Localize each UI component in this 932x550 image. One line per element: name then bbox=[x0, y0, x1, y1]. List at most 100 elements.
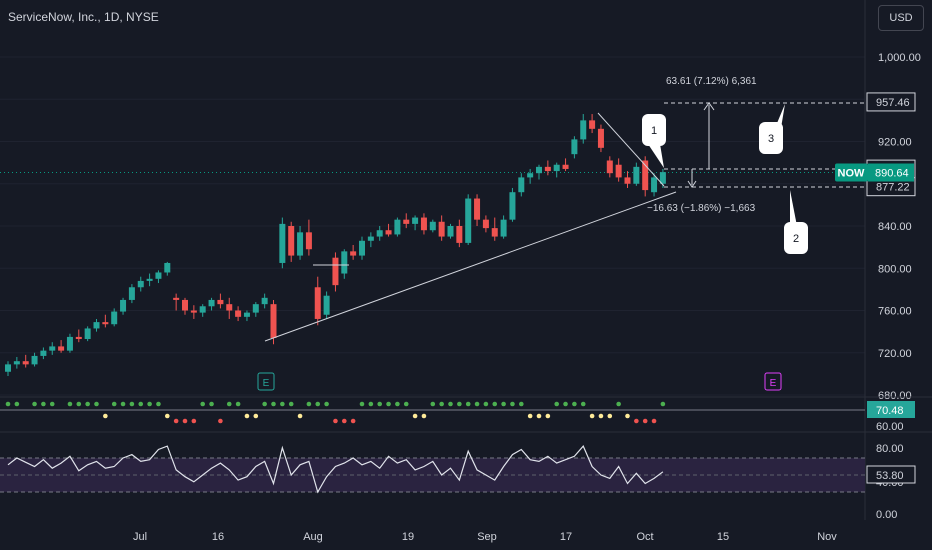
candle-body bbox=[155, 272, 162, 279]
candle-body bbox=[217, 299, 224, 305]
signal-dot bbox=[173, 418, 179, 424]
signal-dot bbox=[94, 401, 99, 407]
price-tick-label: 760.00 bbox=[878, 306, 912, 318]
candle-body bbox=[412, 217, 419, 224]
signal-dot bbox=[386, 401, 391, 407]
candle-body bbox=[279, 223, 286, 263]
time-axis-label: 15 bbox=[717, 531, 729, 543]
candle-body bbox=[208, 299, 215, 307]
price-tick-label: 680.00 bbox=[878, 390, 912, 402]
time-axis-label: 16 bbox=[212, 531, 224, 543]
candle-body bbox=[297, 232, 304, 256]
rsi-band bbox=[0, 458, 865, 492]
candle-body bbox=[182, 299, 188, 311]
signal-dot bbox=[288, 401, 294, 407]
signal-dot bbox=[510, 401, 515, 407]
signal-dot bbox=[253, 413, 259, 419]
candle-body bbox=[5, 364, 11, 372]
signal-dot bbox=[111, 401, 117, 407]
callout-3-label: 3 bbox=[768, 133, 774, 145]
candle-body bbox=[429, 221, 436, 231]
candle-body bbox=[305, 232, 312, 250]
callout-3-box bbox=[759, 122, 783, 154]
candle-body bbox=[642, 160, 649, 191]
signal-dot bbox=[280, 401, 285, 407]
last-price-badge bbox=[868, 163, 914, 182]
signal-dot bbox=[660, 401, 666, 407]
signal-dot bbox=[324, 401, 329, 407]
candle-body bbox=[31, 355, 38, 365]
signal-dot bbox=[421, 413, 427, 419]
candle-body bbox=[465, 198, 472, 243]
candle-body bbox=[288, 226, 295, 256]
candle-body bbox=[261, 297, 268, 305]
trend-line-support bbox=[264, 191, 677, 342]
signal-dot bbox=[448, 401, 453, 407]
currency-button[interactable]: USD bbox=[878, 5, 924, 31]
price-tick-label: 720.00 bbox=[878, 348, 912, 360]
signal-dot bbox=[271, 401, 276, 407]
signal-dot bbox=[165, 413, 170, 419]
signal-dot bbox=[501, 401, 506, 407]
candle-body bbox=[190, 310, 197, 313]
candle-body bbox=[553, 164, 560, 172]
price-label: 877.22 bbox=[876, 182, 910, 194]
candle-body bbox=[243, 312, 250, 317]
signal-dot bbox=[297, 413, 303, 419]
rsi-tick-label: 0.00 bbox=[876, 509, 897, 521]
signal-dot bbox=[598, 413, 604, 419]
candle-body bbox=[624, 177, 631, 184]
signal-dot bbox=[235, 401, 241, 407]
candle-body bbox=[659, 172, 666, 184]
signal-dot bbox=[306, 401, 312, 407]
candle-body bbox=[359, 240, 365, 256]
signal-dot bbox=[14, 401, 20, 407]
time-axis-label: 19 bbox=[402, 531, 414, 543]
signal-dot bbox=[554, 401, 559, 407]
candle-body bbox=[633, 166, 640, 184]
candle-body bbox=[589, 120, 596, 129]
signal-dot bbox=[563, 401, 568, 407]
signal-dot bbox=[527, 413, 533, 419]
arrow-head-down bbox=[687, 180, 697, 188]
candle-body bbox=[385, 230, 392, 235]
last-price-label: 890.64 bbox=[875, 168, 909, 180]
candle-body bbox=[367, 236, 374, 241]
symbol-badge bbox=[835, 163, 868, 182]
signal-dot bbox=[120, 401, 126, 407]
signal-dot bbox=[200, 401, 205, 407]
signal-dot bbox=[244, 413, 250, 419]
candle-body bbox=[474, 198, 481, 220]
signal-dot bbox=[76, 401, 82, 407]
signal-dot bbox=[103, 413, 108, 419]
candle-body bbox=[84, 328, 91, 340]
signal-dot bbox=[403, 401, 409, 407]
signal-dot bbox=[642, 418, 648, 424]
candle-body bbox=[75, 336, 82, 340]
signal-dot bbox=[483, 401, 489, 407]
candle-body bbox=[102, 322, 109, 325]
signal-dot bbox=[474, 401, 480, 407]
candle-body bbox=[323, 295, 330, 315]
signal-dot bbox=[368, 401, 374, 407]
signal-dot bbox=[359, 401, 365, 407]
candle-body bbox=[544, 166, 551, 172]
candle-body bbox=[93, 322, 100, 329]
candle-body bbox=[447, 226, 454, 237]
signal-dot bbox=[465, 401, 471, 407]
callout-1-label: 1 bbox=[651, 125, 657, 137]
candle-body bbox=[252, 304, 259, 313]
time-axis-label: Sep bbox=[477, 531, 497, 543]
candle-body bbox=[562, 164, 569, 169]
signal-dot bbox=[377, 401, 383, 407]
symbol-badge-label: NOW bbox=[838, 168, 866, 180]
signal-dot bbox=[5, 401, 11, 407]
candle-body bbox=[341, 251, 348, 274]
candle-body bbox=[615, 164, 622, 178]
price-tick-label: 800.00 bbox=[878, 263, 912, 275]
price-label: 957.46 bbox=[876, 97, 910, 109]
time-axis-label: Jul bbox=[133, 531, 147, 543]
candle-body bbox=[226, 304, 233, 311]
